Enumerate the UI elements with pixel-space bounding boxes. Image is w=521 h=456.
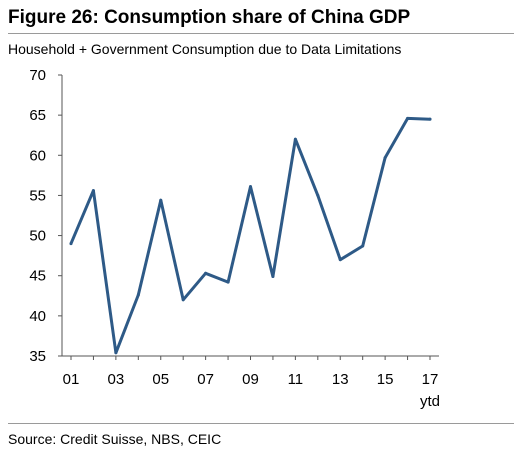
- x-tick-label: 13: [332, 371, 349, 388]
- y-tick-label: 40: [29, 308, 46, 325]
- data-point: [226, 280, 230, 284]
- x-tick-label: 01: [63, 371, 80, 388]
- data-point: [91, 189, 95, 193]
- x-tick-label: 15: [377, 371, 394, 388]
- y-tick-label: 70: [29, 67, 46, 84]
- y-tick-label: 60: [29, 147, 46, 164]
- data-point: [293, 137, 297, 141]
- figure-title: Figure 26: Consumption share of China GD…: [8, 7, 411, 28]
- figure-source: Source: Credit Suisse, NBS, CEIC: [8, 431, 222, 447]
- source-divider: [8, 423, 514, 424]
- data-point: [69, 242, 73, 246]
- figure-subtitle: Household + Government Consumption due t…: [8, 41, 402, 57]
- data-point: [204, 271, 208, 275]
- data-point: [159, 198, 163, 202]
- x-tick-label: 11: [288, 371, 304, 388]
- data-point: [249, 185, 252, 189]
- y-tick-label: 65: [29, 107, 46, 124]
- x-tick-sublabel: ytd: [420, 393, 440, 410]
- x-tick-label: 03: [108, 371, 125, 388]
- data-point: [338, 258, 342, 262]
- y-tick-label: 55: [29, 187, 46, 204]
- data-point: [181, 298, 185, 302]
- x-tick-label: 05: [152, 371, 169, 388]
- y-tick-label: 50: [29, 228, 46, 245]
- data-point: [428, 117, 432, 121]
- x-tick-label: 17: [422, 371, 439, 388]
- y-tick-label: 45: [29, 268, 46, 285]
- data-point: [136, 293, 140, 297]
- data-point: [114, 351, 118, 355]
- series-line: [69, 116, 432, 355]
- data-point: [383, 156, 387, 160]
- data-point: [271, 275, 275, 279]
- x-tick-label: 07: [197, 371, 214, 388]
- title-divider: [8, 33, 514, 34]
- x-tick-label: 09: [242, 371, 259, 388]
- data-point: [406, 116, 410, 120]
- data-point: [361, 244, 365, 248]
- y-tick-label: 35: [29, 348, 46, 365]
- data-point: [316, 193, 320, 197]
